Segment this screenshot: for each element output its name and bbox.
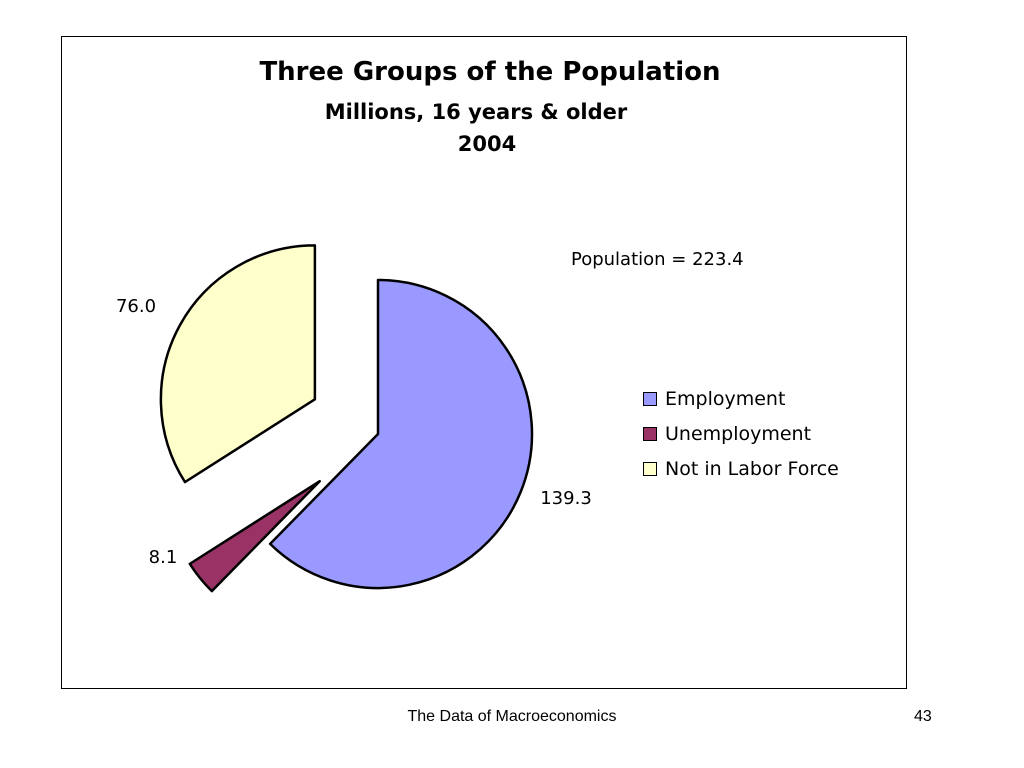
chart-period: 2004 [457,132,517,156]
legend-label-unemployment: Unemployment [665,422,812,445]
slide-page-number: 43 [914,708,932,725]
slide-footer: The Data of Macroeconomics [407,708,617,725]
legend-label-employment: Employment [665,387,786,410]
legend-swatch-not-in-labor-force [643,461,657,476]
data-label-unemployment: 8.1 [149,547,178,568]
data-label-employment: 139.3 [540,488,592,509]
population-annotation: Population = 223.4 [571,249,744,270]
pie-slice-unemployment [188,479,321,593]
legend-swatch-unemployment [643,426,657,441]
legend-label-not-in-labor-force: Not in Labor Force [665,457,839,480]
legend-swatch-employment [643,391,657,406]
data-label-not-in-labor-force: 76.0 [116,296,156,317]
legend-item-employment: Employment [643,381,839,416]
pie-slice-not-in-labor-force [159,244,317,484]
pie-slice-employment [268,278,534,590]
chart-subtitle: Millions, 16 years & older [324,100,628,124]
chart-legend: Employment Unemployment Not in Labor For… [643,381,839,486]
chart-title: Three Groups of the Population [259,57,721,87]
legend-item-unemployment: Unemployment [643,416,839,451]
legend-item-not-in-labor-force: Not in Labor Force [643,451,839,486]
